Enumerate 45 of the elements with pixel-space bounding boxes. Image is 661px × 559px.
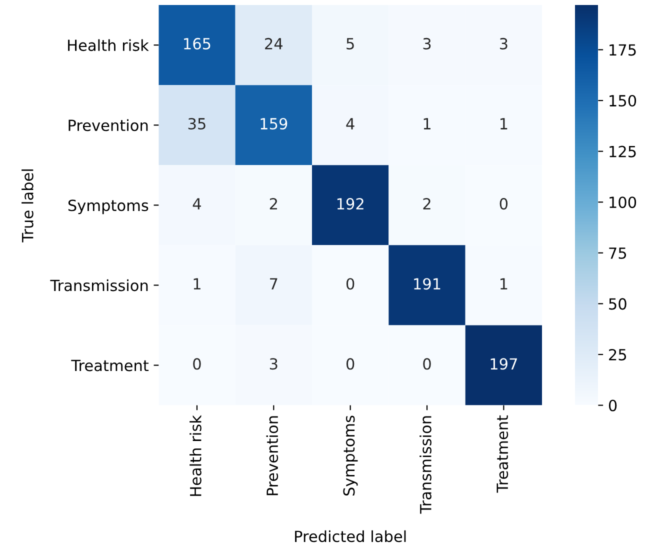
data-label: 1 [500, 118, 508, 130]
data-label: 0 [346, 358, 354, 370]
x-tick-label: Health risk [190, 415, 202, 496]
data-label: 35 [188, 118, 206, 130]
data-label: 1 [194, 278, 200, 290]
data-label: 2 [423, 198, 430, 210]
data-label: 4 [192, 198, 201, 210]
data-label: 3 [423, 38, 431, 50]
data-label: 0 [193, 358, 201, 370]
x-tick-label: Transmission [420, 416, 432, 514]
data-label: 1 [424, 118, 430, 130]
y-tick-label: Prevention [68, 119, 148, 132]
y-tick-label: Transmission [50, 279, 148, 292]
data-label: 0 [500, 198, 508, 210]
data-label: 3 [500, 38, 508, 50]
data-label: 0 [423, 358, 431, 370]
data-label: 3 [270, 358, 278, 370]
data-label: 7 [270, 278, 278, 290]
color-bar-label: 75 [609, 248, 626, 259]
data-label: 2 [270, 198, 277, 210]
data-label: 5 [346, 38, 354, 50]
y-tick-label: Symptoms [68, 200, 148, 214]
data-label: 1 [500, 278, 508, 290]
data-label: 191 [414, 278, 440, 290]
data-label: 197 [490, 358, 517, 370]
y-tick-label: Treatment [71, 360, 149, 372]
color-bar-label: 175 [610, 44, 636, 56]
x-axis-title: Predicted label [295, 530, 406, 542]
x-tick-label: Symptoms [343, 416, 358, 496]
color-bar-label: 100 [610, 196, 636, 208]
x-tick-label: Treatment [496, 415, 508, 493]
data-label: 159 [260, 118, 288, 130]
x-tick-label: Prevention [266, 416, 278, 496]
color-bar-label: 150 [610, 94, 636, 107]
y-tick-label: Health risk [68, 39, 149, 52]
color-bar-label: 50 [609, 298, 626, 310]
color-bar-label: 0 [608, 400, 617, 412]
color-bar-label: 125 [610, 146, 636, 158]
y-axis-title: True label [22, 169, 34, 242]
data-label: 192 [337, 198, 364, 210]
data-label: 165 [184, 38, 210, 50]
color-bar-label: 25 [609, 348, 626, 361]
data-label: 4 [346, 118, 354, 130]
data-label: 0 [346, 278, 354, 290]
data-label: 24 [265, 38, 283, 50]
